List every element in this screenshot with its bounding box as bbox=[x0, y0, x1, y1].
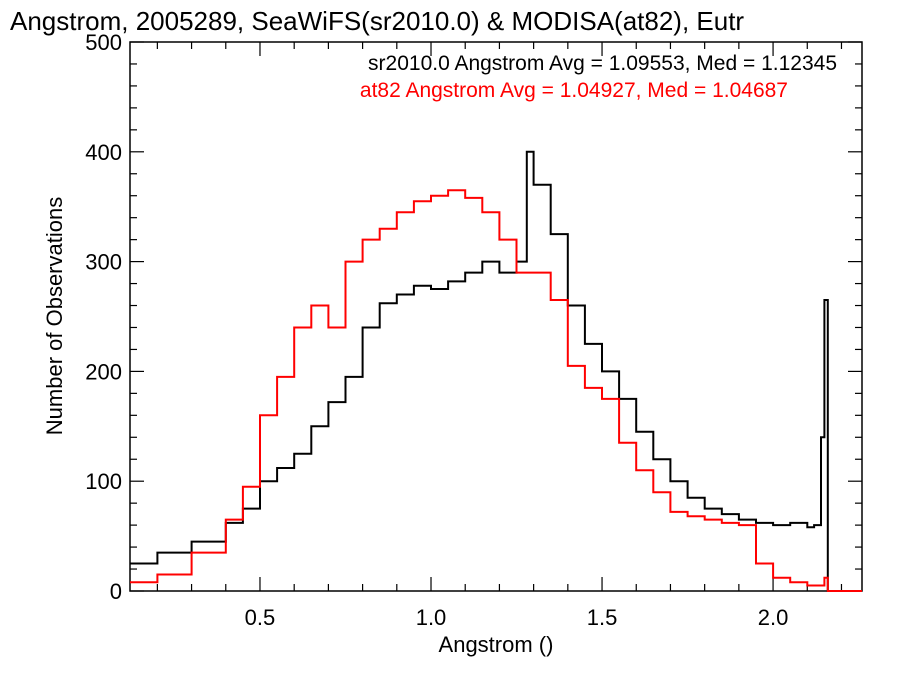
y-tick-label: 300 bbox=[85, 250, 122, 275]
y-tick-label: 400 bbox=[85, 140, 122, 165]
series-line-1 bbox=[130, 189, 862, 592]
x-axis-label: Angstrom () bbox=[439, 632, 554, 657]
y-tick-label: 500 bbox=[85, 30, 122, 55]
x-tick-label: 0.5 bbox=[245, 605, 276, 630]
series-layer bbox=[130, 150, 862, 592]
tick-marks bbox=[130, 41, 862, 592]
y-tick-label: 200 bbox=[85, 359, 122, 384]
legend-entry-sr2010: sr2010.0 Angstrom Avg = 1.09553, Med = 1… bbox=[368, 52, 837, 75]
y-tick-label: 0 bbox=[110, 579, 122, 604]
y-axis-label: Number of Observations bbox=[42, 197, 67, 435]
x-tick-label: 1.5 bbox=[587, 605, 618, 630]
legend-entry-at82: at82 Angstrom Avg = 1.04927, Med = 1.046… bbox=[360, 79, 788, 102]
plot-frame bbox=[129, 41, 863, 592]
series-line-0 bbox=[130, 150, 862, 592]
x-tick-label: 2.0 bbox=[758, 605, 789, 630]
tick-labels: 0 100 200 300 400 500 0.5 1.0 1.5 2.0 bbox=[85, 30, 788, 630]
y-tick-label: 100 bbox=[85, 469, 122, 494]
x-tick-label: 1.0 bbox=[416, 605, 447, 630]
chart-title: Angstrom, 2005289, SeaWiFS(sr2010.0) & M… bbox=[10, 6, 744, 36]
